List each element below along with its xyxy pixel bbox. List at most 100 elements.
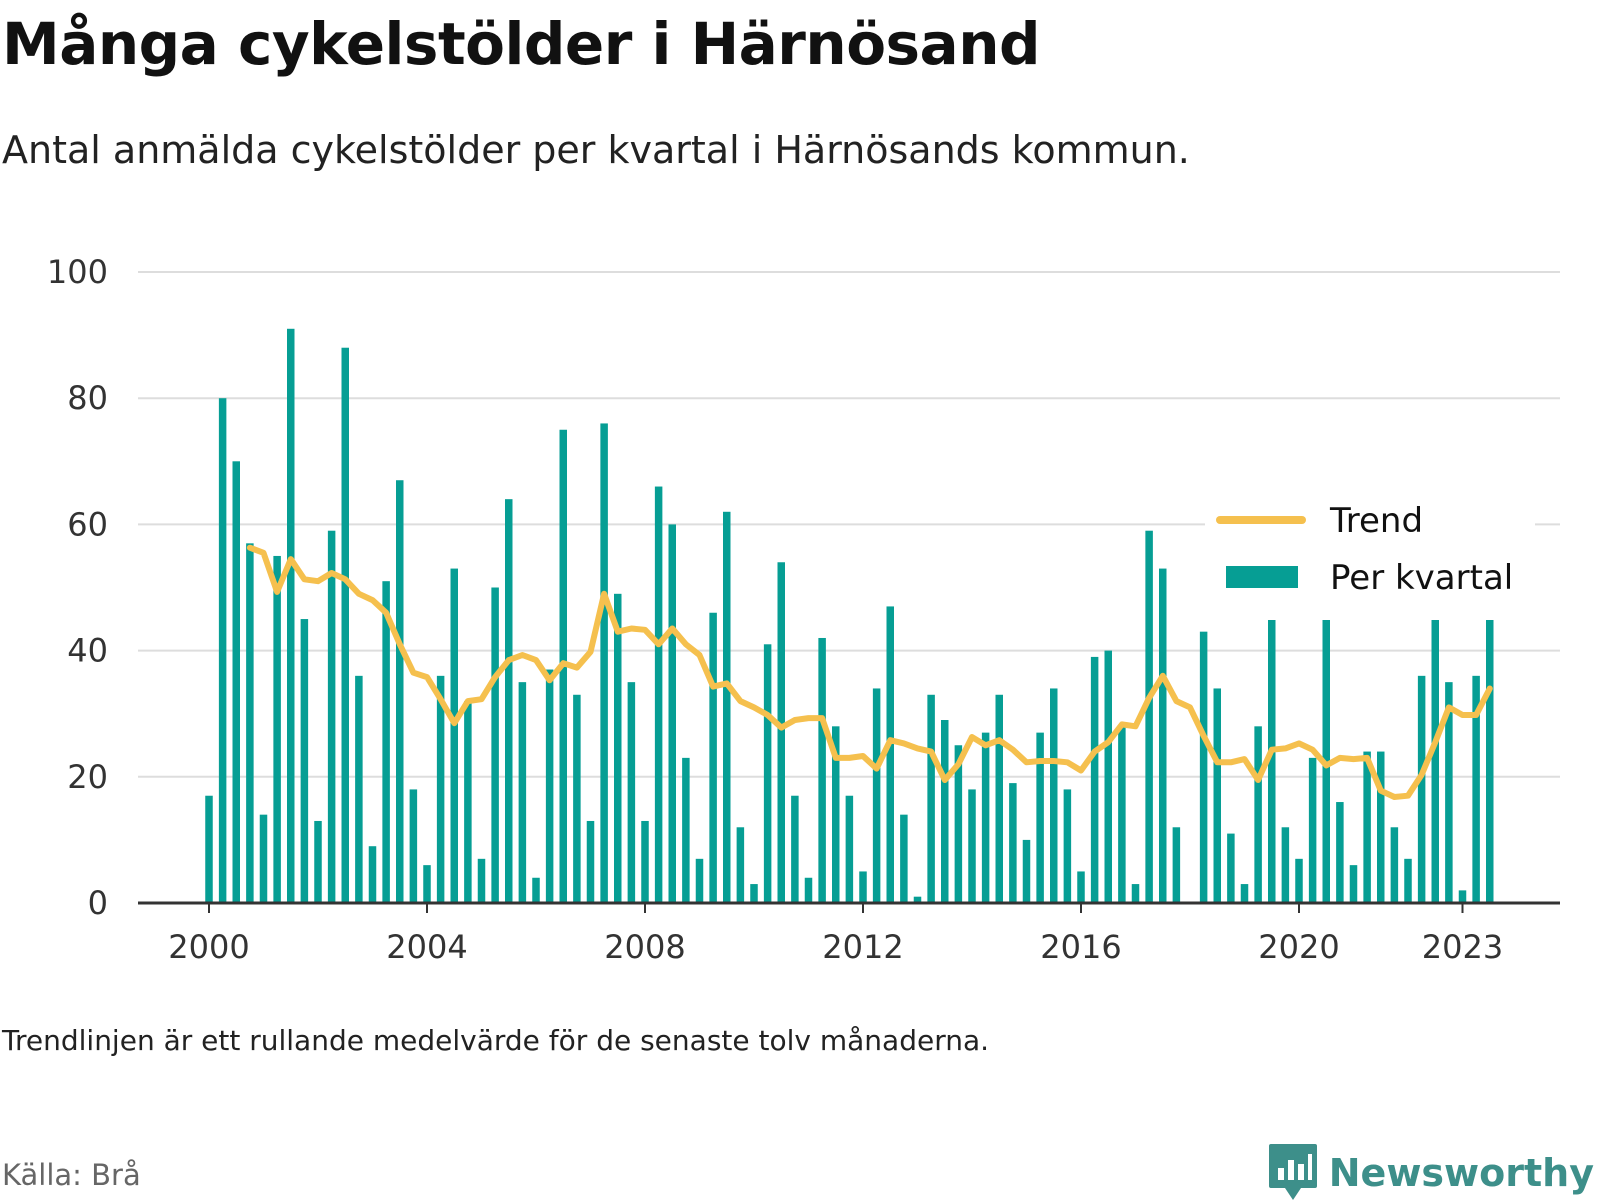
bar-49	[872, 688, 881, 903]
bar-17	[436, 675, 445, 903]
bar-39	[736, 827, 745, 903]
bar-48	[859, 871, 867, 903]
bar-1	[218, 398, 227, 903]
bar-32	[641, 820, 649, 903]
bar-85	[1363, 751, 1371, 903]
bar-75	[1227, 833, 1235, 903]
x-tick-label-2020: 2020	[1258, 928, 1339, 966]
bar-8	[314, 820, 322, 903]
bar-70	[1159, 568, 1167, 903]
bar-43	[791, 795, 799, 903]
bar-63	[1063, 789, 1072, 903]
bar-81	[1308, 757, 1317, 903]
bar-77	[1254, 726, 1262, 903]
bar-33	[654, 486, 663, 903]
bar-50	[886, 606, 894, 903]
bar-57	[981, 732, 990, 903]
bar-6	[287, 328, 295, 903]
bar-27	[573, 694, 581, 903]
bar-24	[532, 877, 540, 903]
x-tick-label-2004: 2004	[386, 928, 467, 966]
bar-20	[477, 858, 486, 903]
bar-52	[913, 896, 922, 903]
y-tick-label-100: 100	[47, 253, 108, 291]
bar-31	[627, 682, 636, 903]
bar-92	[1458, 890, 1467, 903]
bar-38	[723, 511, 731, 903]
bar-59	[1009, 783, 1017, 903]
bar-89	[1417, 675, 1426, 903]
bar-65	[1090, 656, 1099, 903]
bar-40	[750, 884, 758, 903]
bar-68	[1131, 884, 1140, 903]
chart-note: Trendlinjen är ett rullande medelvärde f…	[2, 1024, 990, 1057]
bar-94	[1486, 511, 1494, 903]
bar-55	[954, 745, 963, 903]
bar-54	[941, 720, 949, 903]
legend-background	[1205, 490, 1535, 620]
bar-73	[1199, 631, 1208, 903]
y-tick-label-80: 80	[67, 379, 108, 417]
bar-2	[232, 461, 240, 903]
x-axis: 2000 2004 2008 2012 2016 2020 2023	[138, 901, 1560, 966]
bar-22	[505, 499, 513, 903]
bar-34	[668, 524, 676, 903]
bar-84	[1349, 865, 1358, 903]
x-tick-label-2023: 2023	[1422, 928, 1503, 966]
chart-subtitle: Antal anmälda cykelstölder per kvartal i…	[2, 128, 1190, 172]
bar-56	[968, 789, 976, 903]
bar-35	[682, 757, 690, 903]
bar-90	[1431, 612, 1439, 903]
bar-14	[396, 480, 404, 903]
legend: Trend Per kvartal	[1205, 490, 1535, 620]
y-tick-label-60: 60	[67, 505, 108, 543]
bar-0	[205, 795, 213, 903]
bar-62	[1050, 688, 1058, 903]
bar-9	[327, 530, 336, 903]
bar-51	[900, 814, 908, 903]
trend-line	[246, 544, 1493, 800]
brand-logo: Newsworthy	[1267, 1142, 1594, 1204]
x-tick-label-2008: 2008	[604, 928, 685, 966]
bar-79	[1281, 827, 1290, 903]
bar-7	[300, 619, 309, 903]
bar-78	[1268, 555, 1276, 903]
bar-10	[341, 347, 349, 904]
bar-87	[1390, 827, 1399, 903]
bar-53	[927, 694, 935, 903]
trend-line-group	[246, 544, 1493, 800]
bar-21	[491, 587, 499, 903]
bar-71	[1172, 827, 1181, 903]
legend-bar-swatch	[1226, 566, 1298, 588]
bar-15	[409, 789, 418, 903]
bar-61	[1036, 732, 1044, 903]
bar-19	[464, 701, 472, 903]
x-tick-label-2016: 2016	[1040, 928, 1121, 966]
bar-44	[804, 877, 813, 903]
newsworthy-logo-icon	[1268, 1144, 1317, 1200]
y-axis-ticks: 0 20 40 60 80 100	[47, 253, 108, 922]
source-label: Källa: Brå	[2, 1158, 141, 1192]
bar-23	[518, 682, 527, 903]
bar-4	[259, 814, 268, 903]
legend-bar-label: Per kvartal	[1330, 558, 1513, 598]
bar-80	[1295, 858, 1303, 903]
bar-16	[423, 865, 431, 903]
y-tick-label-0: 0	[88, 884, 108, 922]
bar-3	[246, 543, 254, 903]
bar-30	[614, 593, 622, 903]
bar-93	[1472, 675, 1480, 903]
bar-88	[1404, 858, 1412, 903]
y-tick-label-40: 40	[67, 632, 108, 670]
bar-12	[368, 846, 377, 903]
bar-36	[695, 858, 704, 903]
bar-46	[832, 726, 840, 903]
bar-28	[586, 820, 595, 903]
bar-74	[1213, 688, 1221, 903]
bar-25	[545, 669, 554, 903]
bar-47	[845, 795, 854, 903]
bar-64	[1077, 871, 1085, 903]
bar-41	[763, 644, 772, 903]
bar-line-chart: 0 20 40 60 80 100 2000 2004 2008 2012 2016 2020 202…	[47, 253, 1560, 966]
bar-76	[1240, 884, 1249, 903]
